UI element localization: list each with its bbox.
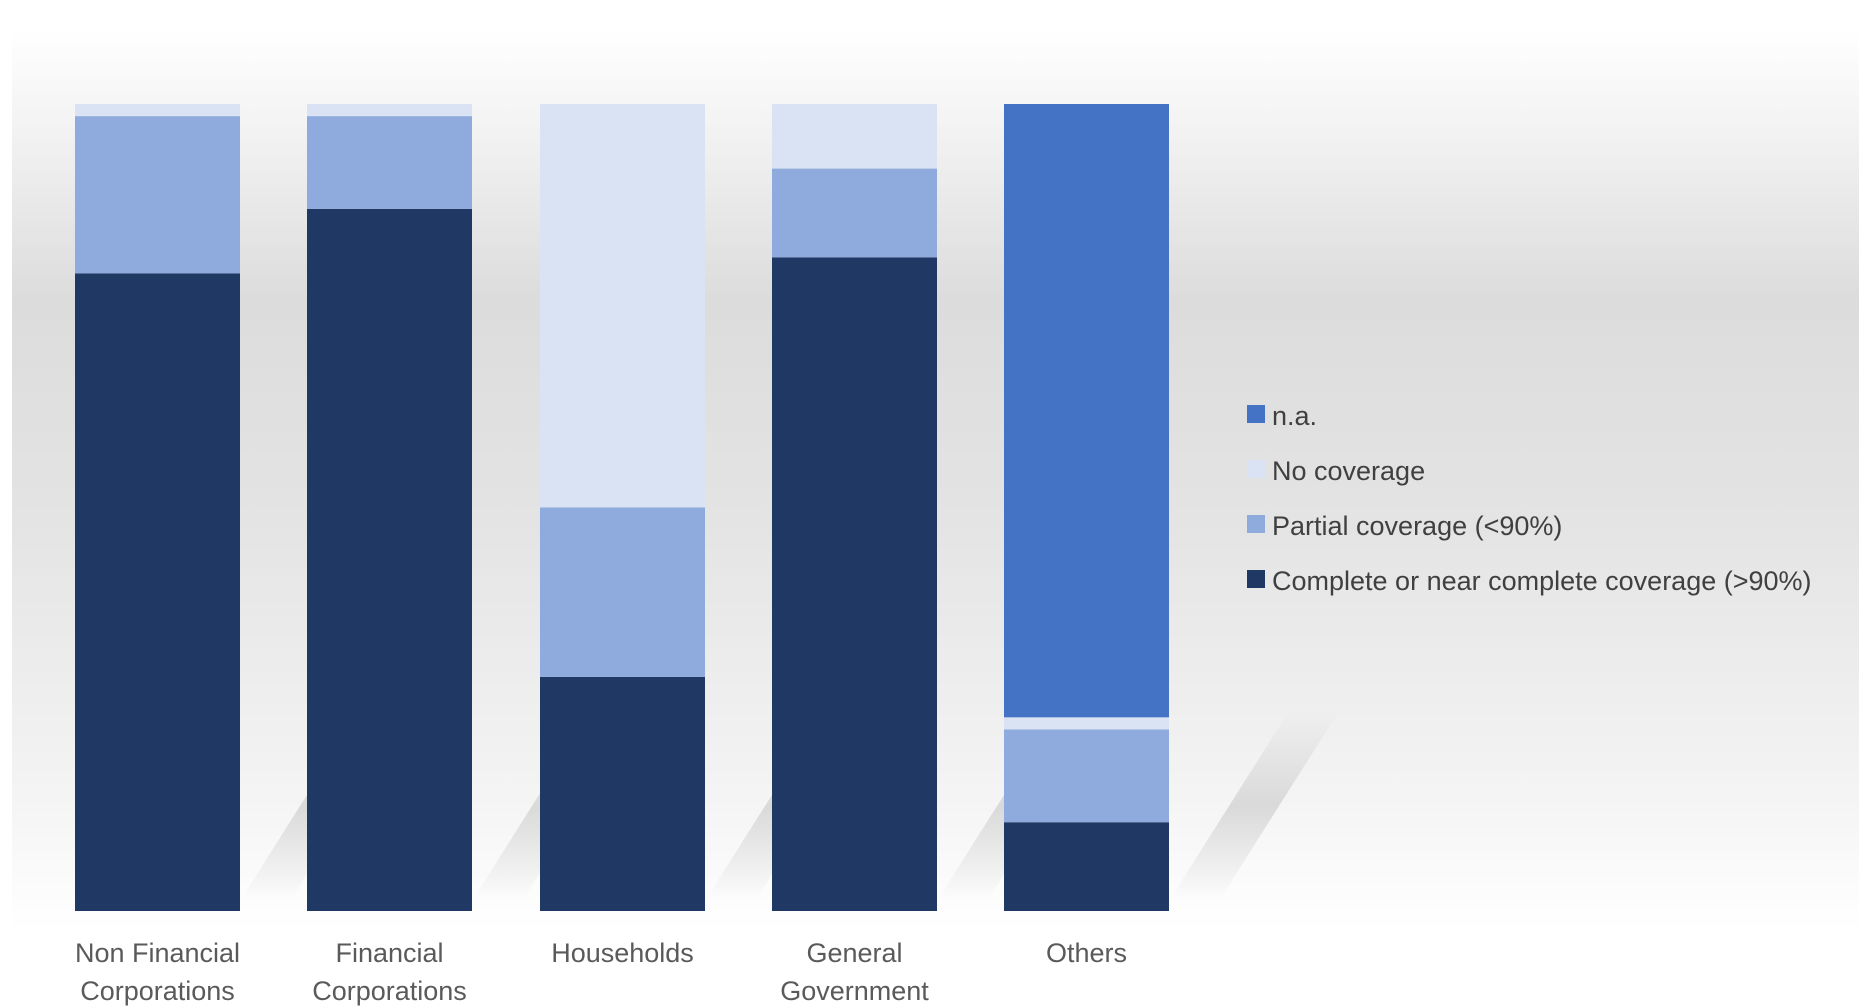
bar-segment-no-coverage [540,104,705,508]
bar-segment-complete-or-near-complete-coverage-90 [75,273,240,912]
legend-swatch [1247,515,1265,533]
category-label: General Government [780,938,929,1006]
bar-segment-partial-coverage-90 [75,116,240,274]
category-label-line: Government [780,976,929,1006]
category-label: Financial Corporations [312,938,467,1006]
bar-shadow [1169,711,1339,901]
bar-segment-no-coverage [307,104,472,117]
legend-swatch [1247,570,1265,588]
legend-label: Partial coverage (<90%) [1272,511,1562,541]
category-label-line: Non Financial [75,938,240,968]
bar-segment-partial-coverage-90 [772,168,937,258]
category-label: Households [551,938,694,968]
category-label-line: Financial [335,938,443,968]
legend-swatch [1247,405,1265,423]
legend-label: Complete or near complete coverage (>90%… [1272,566,1812,596]
bar-segment-complete-or-near-complete-coverage-90 [772,257,937,912]
bar-segment-partial-coverage-90 [307,116,472,209]
bar-segment-partial-coverage-90 [1004,729,1169,823]
category-label-line: General [806,938,902,968]
category-label-line: Others [1046,938,1127,968]
legend-label: n.a. [1272,401,1317,431]
legend-label: No coverage [1272,456,1425,486]
legend-swatch [1247,460,1265,478]
bar-segment-n-a [1004,104,1169,718]
bar-segment-no-coverage [1004,717,1169,730]
category-label-line: Corporations [312,976,467,1006]
bar-segment-no-coverage [75,104,240,117]
category-label: Non Financial Corporations [75,938,240,1006]
bar-segment-complete-or-near-complete-coverage-90 [1004,822,1169,911]
legend: n.a. No coverage Partial coverage (<90%) Co… [1247,401,1812,596]
bars-layer [75,104,1169,912]
bar-segment-complete-or-near-complete-coverage-90 [540,676,705,911]
category-label: Others [1046,938,1127,968]
bar-segment-partial-coverage-90 [540,507,705,677]
category-label-line: Corporations [80,976,235,1006]
category-label-line: Households [551,938,694,968]
category-labels: Non Financial Corporations Financial Corpor… [75,938,1127,1006]
bar-segment-complete-or-near-complete-coverage-90 [307,208,472,911]
bar-segment-no-coverage [772,104,937,169]
